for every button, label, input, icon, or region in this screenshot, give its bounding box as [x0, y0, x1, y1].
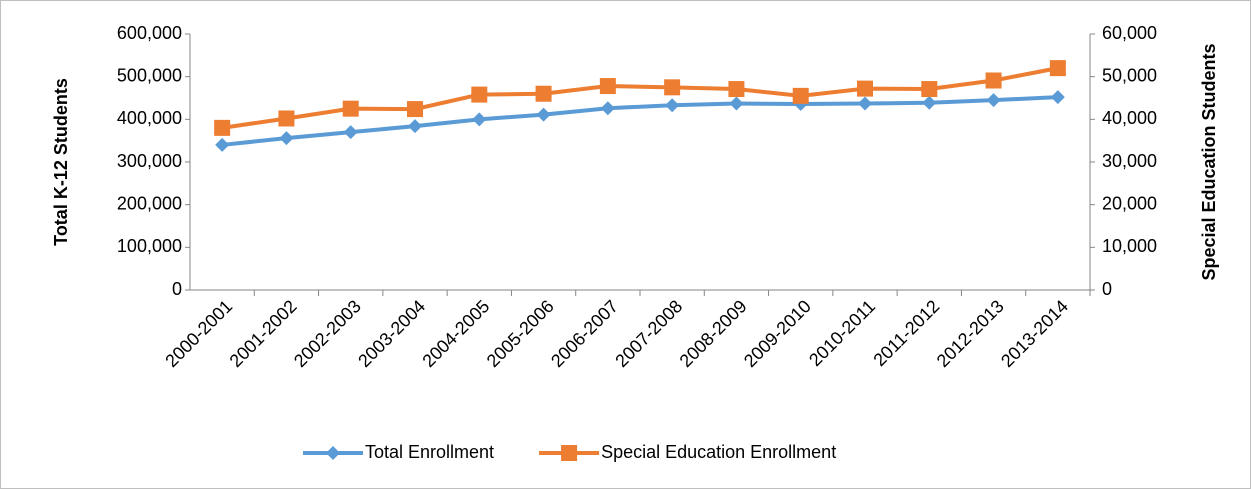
- data-point: [921, 81, 938, 98]
- data-point: [792, 87, 809, 104]
- data-point: [407, 101, 423, 118]
- y2-tick-label: 40,000: [1102, 108, 1157, 128]
- data-point: [729, 96, 744, 111]
- data-point: [536, 107, 551, 122]
- data-point: [1049, 60, 1066, 77]
- data-point: [472, 112, 487, 127]
- data-point: [1050, 90, 1065, 105]
- y2-tick-label: 50,000: [1102, 65, 1157, 85]
- data-point: [535, 85, 552, 102]
- y2-tick-label: 60,000: [1102, 23, 1157, 43]
- data-point: [343, 125, 358, 140]
- y-tick-label: 600,000: [117, 23, 182, 43]
- data-point: [986, 93, 1001, 108]
- legend-marker: [561, 445, 578, 461]
- data-point: [279, 131, 294, 146]
- series-line: [221, 66, 1059, 130]
- y2-axis-title: Special Education Students: [1199, 43, 1219, 280]
- y-tick-label: 0: [172, 279, 182, 299]
- y-tick-label: 400,000: [117, 108, 182, 128]
- data-point: [728, 81, 745, 98]
- data-point: [858, 96, 872, 111]
- y-tick-label: 500,000: [117, 65, 182, 85]
- data-point: [922, 95, 937, 110]
- data-point: [471, 86, 488, 103]
- y2-tick-label: 0: [1102, 279, 1112, 299]
- series-line: [221, 95, 1058, 147]
- y2-tick-label: 20,000: [1102, 193, 1157, 213]
- legend-label: Special Education Enrollment: [601, 442, 836, 462]
- data-point: [664, 79, 681, 96]
- data-point: [408, 119, 422, 134]
- data-point: [665, 98, 680, 113]
- y-tick-label: 200,000: [117, 193, 182, 213]
- data-point: [278, 110, 295, 127]
- y-axis-title: Total K-12 Students: [51, 78, 71, 246]
- legend-label: Total Enrollment: [365, 442, 494, 462]
- data-point: [600, 101, 615, 116]
- y-tick-label: 300,000: [117, 151, 182, 171]
- data-point: [857, 80, 873, 97]
- y2-tick-label: 10,000: [1102, 236, 1157, 256]
- data-point: [342, 100, 359, 117]
- data-point: [985, 72, 1002, 89]
- legend-marker: [326, 446, 340, 460]
- data-point: [215, 137, 230, 152]
- data-point: [599, 78, 616, 95]
- data-point: [214, 119, 231, 136]
- y2-tick-label: 30,000: [1102, 151, 1157, 171]
- y-tick-label: 100,000: [117, 236, 182, 256]
